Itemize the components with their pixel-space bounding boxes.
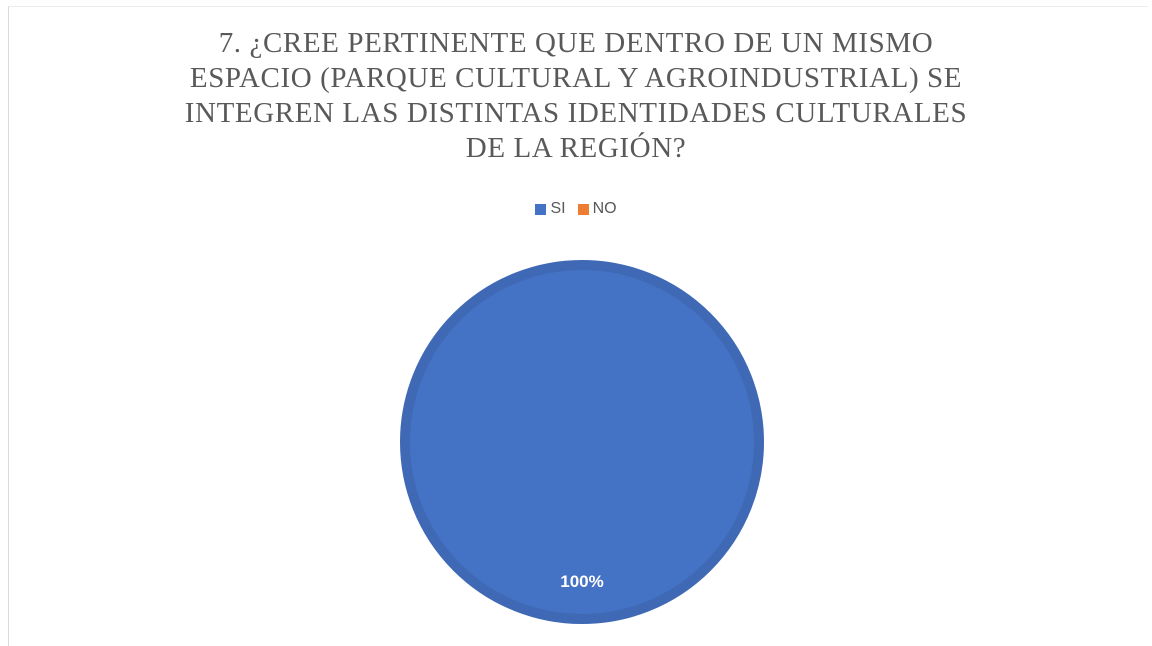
- legend-label-si: SI: [550, 200, 566, 217]
- pie-slice-si: [400, 260, 764, 624]
- chart-title-line-1: 7. ¿CREE PERTINENTE QUE DENTRO DE UN MIS…: [218, 27, 934, 59]
- legend-item-si: SI: [535, 200, 566, 218]
- legend-item-no: NO: [577, 200, 617, 218]
- legend-label-no: NO: [592, 200, 617, 217]
- legend-swatch-si: [535, 203, 547, 215]
- chart-title-line-4: DE LA REGIÓN?: [465, 132, 687, 164]
- legend-swatch-no: [577, 203, 589, 215]
- chart-title: 7. ¿CREE PERTINENTE QUE DENTRO DE UN MIS…: [0, 26, 1152, 166]
- chart-title-line-3: INTEGREN LAS DISTINTAS IDENTIDADES CULTU…: [184, 97, 968, 129]
- data-label-si: 100%: [560, 572, 603, 591]
- chart-title-line-2: ESPACIO (PARQUE CULTURAL Y AGROINDUSTRIA…: [189, 62, 963, 94]
- chart-legend: SI NO: [0, 200, 1152, 218]
